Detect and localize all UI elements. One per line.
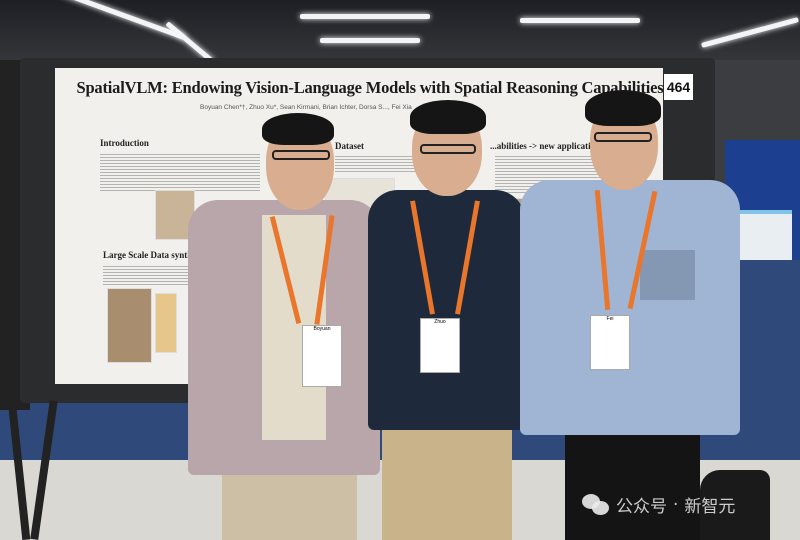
poster-title: SpatialVLM: Endowing Vision-Language Mod…	[76, 78, 664, 97]
name-badge: Zhuo	[420, 318, 460, 373]
poster-authors: Boyuan Chen*†, Zhuo Xu*, Sean Kirmani, B…	[200, 104, 412, 111]
board-number: 464	[664, 74, 693, 100]
watermark: 公众号 · 新智元	[582, 492, 735, 517]
poster-section: Large Scale Data synthesis	[103, 250, 206, 260]
watermark-account: 新智元	[684, 497, 736, 517]
name-badge: Boyuan	[302, 325, 342, 387]
watermark-separator: ·	[673, 494, 679, 515]
poster-section: Introduction	[100, 138, 149, 148]
poster-section: Dataset	[335, 141, 364, 151]
wechat-icon	[582, 493, 610, 516]
watermark-source: 公众号	[616, 497, 667, 517]
poster-section: ...abilities -> new applications	[490, 141, 604, 151]
name-badge: Fei	[590, 315, 630, 370]
backpack	[700, 470, 770, 540]
